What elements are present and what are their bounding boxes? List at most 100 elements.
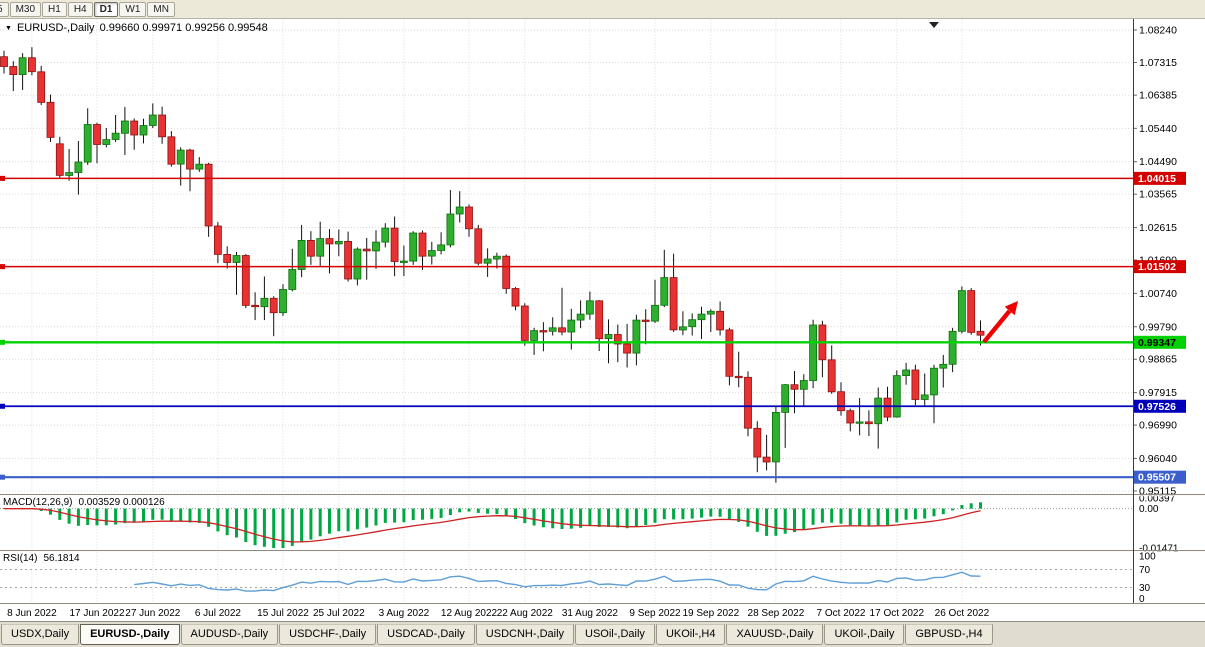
- tab-usdx-daily[interactable]: USDX,Daily: [1, 624, 80, 645]
- price-scale-label: 1.00740: [1139, 288, 1177, 300]
- timeframe-button-h1[interactable]: H1: [42, 1, 67, 17]
- trend-arrow-head-icon[interactable]: [1004, 301, 1018, 316]
- timeframe-button-d1[interactable]: D1: [93, 1, 119, 17]
- candle-body: [316, 238, 325, 257]
- candle-body: [65, 172, 73, 176]
- candle-body: [55, 143, 64, 176]
- candle-body: [362, 248, 371, 252]
- candle-body: [725, 329, 734, 377]
- price-scale-label: 1.04490: [1139, 156, 1177, 168]
- tab-eurusd-daily[interactable]: EURUSD-,Daily: [80, 624, 180, 645]
- candle-body: [716, 310, 724, 331]
- hline-anchor: [0, 474, 5, 480]
- hline-anchor: [0, 264, 5, 270]
- candle-body: [790, 384, 799, 390]
- candle-body: [976, 330, 985, 336]
- candle-body: [297, 239, 306, 270]
- price-badge-label: 0.95507: [1138, 472, 1176, 484]
- candle-body: [660, 277, 669, 306]
- timeframe-button-m30[interactable]: M30: [9, 1, 42, 17]
- candle-body: [130, 120, 139, 136]
- timeframe-button-5[interactable]: 5: [0, 1, 9, 17]
- candle-body: [102, 139, 111, 145]
- time-axis-label: 22 Aug 2022: [497, 608, 554, 619]
- tab-usdchf-daily[interactable]: USDCHF-,Daily: [279, 624, 377, 645]
- price-scale-label: 0.98865: [1139, 354, 1177, 366]
- trend-arrow-shaft[interactable]: [982, 309, 1012, 344]
- rsi-scale-label: 0: [1139, 594, 1145, 605]
- time-axis-label: 7 Oct 2022: [817, 608, 866, 619]
- time-axis-label: 17 Jun 2022: [69, 608, 124, 619]
- price-scale-label: 1.05440: [1139, 123, 1177, 135]
- candle-body: [632, 319, 641, 354]
- rsi-scale-label: 30: [1139, 583, 1151, 594]
- time-axis-label: 15 Jul 2022: [257, 608, 309, 619]
- chart-dropdown-icon[interactable]: ▼: [5, 24, 12, 32]
- tab-usdcnh-daily[interactable]: USDCNH-,Daily: [475, 624, 575, 645]
- time-axis-label: 3 Aug 2022: [379, 608, 430, 619]
- hline-anchor: [0, 175, 5, 181]
- candle-body: [27, 57, 36, 73]
- candle-body: [595, 300, 604, 340]
- time-axis-label: 9 Sep 2022: [629, 608, 681, 619]
- price-scale-area[interactable]: [1134, 19, 1205, 603]
- timeframe-button-w1[interactable]: W1: [119, 1, 147, 17]
- candle-body: [158, 114, 167, 138]
- price-badge: [1134, 171, 1186, 185]
- price-scale-label: 1.02615: [1139, 222, 1177, 234]
- candle-body: [762, 456, 771, 463]
- candle-body: [567, 319, 576, 333]
- candle-body: [148, 114, 157, 126]
- candle-body: [548, 327, 557, 332]
- candle-body: [492, 255, 501, 260]
- candle-body: [641, 319, 650, 322]
- chart-window[interactable]: 1.08240 1.07315 1.06385 1.05440 1.04490 1.035…: [0, 19, 1205, 621]
- candle-body: [437, 244, 446, 251]
- tab-ukoil-h4[interactable]: UKOil-,H4: [655, 624, 726, 645]
- time-axis-label: 27 Jun 2022: [125, 608, 180, 619]
- macd-scale-label: -0.01471: [1139, 544, 1179, 555]
- candle-body: [325, 238, 334, 245]
- candle-body: [613, 334, 622, 345]
- candle-body: [279, 289, 287, 314]
- candle-body: [855, 421, 864, 424]
- candle-body: [399, 260, 408, 263]
- timeframe-button-h4[interactable]: H4: [67, 1, 93, 17]
- candle-body: [781, 384, 790, 413]
- time-axis-label: 19 Sep 2022: [682, 608, 739, 619]
- tab-audusd-daily[interactable]: AUDUSD-,Daily: [180, 624, 279, 645]
- candle-body: [390, 227, 399, 262]
- candle-body: [334, 240, 343, 245]
- candle-body: [772, 411, 780, 463]
- tab-ukoil-daily[interactable]: UKOil-,Daily: [824, 624, 905, 645]
- price-badge: [1134, 335, 1186, 349]
- candle-body: [269, 297, 278, 314]
- candle-body: [288, 269, 297, 290]
- chart-canvas[interactable]: 1.08240 1.07315 1.06385 1.05440 1.04490 1.035…: [0, 19, 1205, 621]
- price-scale-label: 1.08240: [1139, 24, 1177, 36]
- tab-xauusd-daily[interactable]: XAUUSD-,Daily: [726, 624, 824, 645]
- candle-body: [446, 213, 455, 246]
- timeframe-toolbar: 5M30H1H4D1W1MN: [0, 0, 1205, 19]
- candle-body: [344, 240, 353, 280]
- tab-usoil-daily[interactable]: USOil-,Daily: [575, 624, 655, 645]
- price-scale-label: 1.07315: [1139, 57, 1177, 69]
- macd-signal-line: [3, 507, 981, 543]
- candle-body: [948, 330, 957, 365]
- time-axis-label: 26 Oct 2022: [935, 608, 990, 619]
- time-scale-area[interactable]: [0, 604, 1133, 621]
- timeframe-button-mn[interactable]: MN: [147, 1, 175, 17]
- candle-body: [530, 330, 538, 341]
- symbol-tab-bar: USDX,Daily EURUSD-,Daily AUDUSD-,Daily USDC…: [0, 621, 1205, 647]
- time-axis-label: 8 Jun 2022: [7, 608, 57, 619]
- candle-body: [809, 324, 817, 381]
- candle-body: [427, 250, 436, 257]
- price-badge: [1134, 470, 1186, 484]
- candle-body: [744, 376, 752, 429]
- candle-body: [799, 380, 808, 390]
- candle-body: [669, 277, 678, 331]
- candle-body: [465, 206, 473, 230]
- tab-usdcad-daily[interactable]: USDCAD-,Daily: [377, 624, 475, 645]
- tab-gbpusd-h4[interactable]: GBPUSD-,H4: [905, 624, 993, 645]
- candle-body: [539, 330, 548, 333]
